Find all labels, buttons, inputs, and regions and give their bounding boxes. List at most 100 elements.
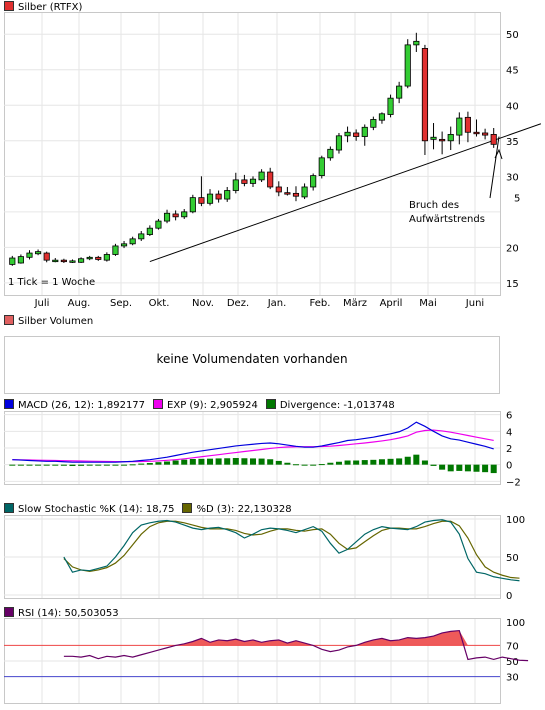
macd-y-tick-label: 4 bbox=[506, 427, 512, 438]
divergence-bar bbox=[43, 464, 50, 466]
price-y-tick-label: 15 bbox=[506, 279, 519, 290]
candle bbox=[189, 197, 196, 213]
rsi-y-tick-label: 100 bbox=[506, 618, 525, 629]
macd-legend: MACD (26, 12): 1,892177 EXP (9): 2,905924… bbox=[4, 399, 403, 413]
divergence-bar bbox=[129, 464, 136, 466]
candle bbox=[490, 133, 497, 145]
divergence-bar bbox=[69, 464, 76, 466]
rsi-y-tick-label: 50 bbox=[506, 657, 519, 668]
candle bbox=[456, 117, 463, 136]
price-y-tick-label: 5 bbox=[514, 194, 520, 205]
macd-legend-label: MACD (26, 12): 1,892177 bbox=[18, 400, 146, 411]
divergence-bar bbox=[344, 460, 351, 465]
candle bbox=[370, 119, 377, 128]
divergence-bar bbox=[267, 459, 274, 465]
price-y-tick-label: 35 bbox=[506, 137, 519, 148]
macd-legend-item: MACD (26, 12): 1,892177 bbox=[4, 399, 145, 411]
volume-panel: keine Volumendaten vorhanden bbox=[4, 336, 500, 394]
candle bbox=[327, 148, 334, 159]
macd-line bbox=[12, 421, 494, 463]
divergence-bar bbox=[490, 464, 497, 474]
candle bbox=[103, 254, 110, 261]
candle bbox=[155, 220, 162, 229]
candle bbox=[421, 48, 428, 142]
candle bbox=[86, 256, 93, 260]
x-axis-label: Dez. bbox=[227, 298, 249, 309]
price-y-tick-label: 20 bbox=[506, 243, 519, 254]
divergence-bar bbox=[378, 459, 385, 465]
macd-legend-item: EXP (9): 2,905924 bbox=[153, 399, 258, 411]
candle bbox=[267, 171, 274, 188]
candle bbox=[292, 192, 300, 197]
stochastic-legend: Slow Stochastic %K (14): 18,75 %D (3): 22… bbox=[4, 503, 300, 517]
stochastic-y-tick-label: 0 bbox=[506, 591, 512, 602]
divergence-bar bbox=[189, 459, 196, 465]
divergence-bar bbox=[112, 464, 119, 466]
divergence-bar bbox=[121, 464, 128, 466]
x-axis-label: Nov. bbox=[192, 298, 214, 309]
candle bbox=[112, 245, 119, 255]
candle bbox=[26, 252, 33, 258]
candle bbox=[120, 243, 128, 247]
x-axis: Juli Aug. Sep. Okt. Nov. Dez. Jan. Feb. März Apri… bbox=[34, 298, 485, 309]
candle bbox=[35, 251, 42, 255]
macd-y-tick-label: 2 bbox=[506, 444, 512, 455]
divergence-bar bbox=[482, 464, 489, 473]
price-y-tick-label: 30 bbox=[506, 172, 519, 183]
divergence-bar bbox=[249, 458, 257, 465]
x-axis-label: April bbox=[380, 298, 403, 309]
divergence-bar bbox=[404, 456, 411, 465]
rsi-legend-swatch bbox=[4, 607, 14, 617]
candle bbox=[241, 179, 248, 184]
rsi-line bbox=[63, 629, 529, 662]
stochastic-legend-swatch bbox=[182, 503, 193, 513]
candle bbox=[310, 175, 317, 188]
candle bbox=[404, 44, 411, 87]
divergence-bar bbox=[413, 454, 420, 465]
divergence-bar bbox=[9, 464, 16, 466]
divergence-bar bbox=[318, 464, 325, 466]
x-axis-label: Mai bbox=[419, 298, 437, 309]
divergence-bar bbox=[52, 464, 59, 466]
divergence-bar bbox=[361, 460, 368, 465]
candle bbox=[258, 171, 265, 181]
candle bbox=[9, 257, 16, 265]
rsi-y-tick-label: 30 bbox=[506, 673, 519, 684]
x-axis-label: Sep. bbox=[110, 298, 132, 309]
candle bbox=[473, 131, 480, 135]
candle bbox=[215, 193, 222, 200]
candle bbox=[318, 157, 325, 177]
candle bbox=[198, 197, 205, 204]
volume-message: keine Volumendaten vorhanden bbox=[156, 352, 348, 366]
price-legend-label: Silber (RTFX) bbox=[18, 2, 83, 13]
tick-note: 1 Tick = 1 Woche bbox=[8, 277, 95, 288]
candle bbox=[172, 213, 179, 218]
x-axis-label: Aug. bbox=[68, 298, 91, 309]
stochastic-d-line bbox=[63, 520, 520, 579]
candle bbox=[249, 178, 257, 184]
volume-legend-swatch bbox=[4, 315, 14, 325]
divergence-bar bbox=[164, 461, 171, 465]
x-axis-label: Feb. bbox=[310, 298, 331, 309]
exp-line bbox=[12, 429, 494, 463]
divergence-bar bbox=[473, 464, 480, 472]
candle bbox=[206, 193, 214, 204]
candle bbox=[344, 131, 351, 137]
candle bbox=[129, 238, 136, 245]
divergence-bar bbox=[335, 461, 342, 465]
divergence-bar bbox=[284, 462, 291, 465]
divergence-bar bbox=[310, 464, 317, 466]
divergence-bar bbox=[456, 464, 463, 471]
divergence-bar bbox=[198, 458, 205, 465]
divergence-bar bbox=[327, 462, 334, 465]
macd-legend-label: Divergence: -1,013748 bbox=[279, 400, 395, 411]
annotation-arrow-head bbox=[494, 148, 503, 160]
candle bbox=[17, 256, 24, 264]
candle bbox=[335, 135, 343, 151]
divergence-bar bbox=[155, 462, 162, 465]
divergence-bar bbox=[464, 464, 471, 472]
price-chart: 15 20 30 35 40 45 50 5 1 Tick = 1 Woche Bruch des… bbox=[4, 12, 542, 296]
price-y-tick-label: 40 bbox=[506, 101, 519, 112]
divergence-bar bbox=[370, 459, 377, 465]
macd-legend-swatch bbox=[265, 399, 276, 409]
